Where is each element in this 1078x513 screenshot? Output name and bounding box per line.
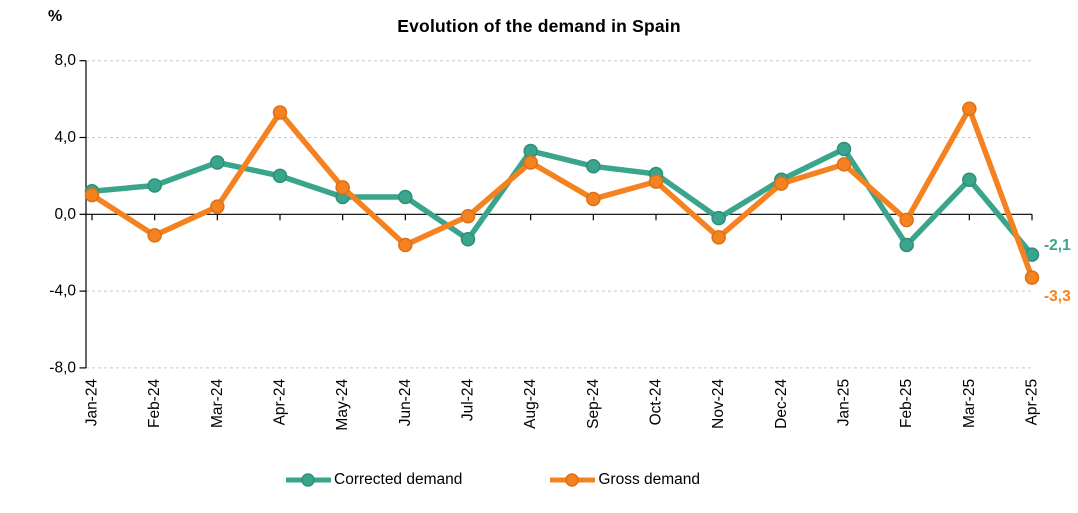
x-tick-label-oct-24: Oct-24: [648, 379, 665, 426]
x-tick-label-mar-24: Mar-24: [209, 379, 226, 428]
x-tick-label-jun-24: Jun-24: [397, 379, 414, 427]
chart-title: Evolution of the demand in Spain: [397, 16, 681, 36]
x-tick-label-apr-25: Apr-25: [1024, 379, 1041, 426]
x-tick-label-nov-24: Nov-24: [710, 379, 727, 429]
x-tick-label-feb-24: Feb-24: [146, 379, 163, 428]
legend-label-corrected-demand: Corrected demand: [334, 471, 463, 488]
gross-demand-point-jun-24: [398, 237, 413, 253]
gross-demand-line: [89, 105, 1035, 281]
y-tick-label-8: 8,0: [54, 52, 76, 69]
y-tick-label--8: -8,0: [49, 359, 76, 376]
gross-demand-end-label: -3,3: [1044, 288, 1071, 305]
corrected-demand-line: [89, 146, 1035, 258]
x-tick-label-jan-25: Jan-25: [836, 379, 853, 426]
gross-demand-point-apr-25: [1024, 270, 1040, 285]
gross-demand-point-jan-25: [836, 157, 852, 172]
y-axis-unit-label: %: [48, 8, 63, 25]
gross-demand-point-dec-24: [774, 176, 789, 191]
demand-line-chart: 8,0 4,0 0,0 -4,0 -8,0 Jan-24 Feb-24 Mar-24 Apr-2…: [49, 52, 1071, 431]
legend-item-corrected-demand: Corrected demand: [286, 471, 462, 489]
gross-demand-point-mar-24: [210, 199, 225, 214]
x-tick-label-aug-24: Aug-24: [522, 379, 539, 429]
corrected-demand-end-label: -2,1: [1044, 237, 1071, 254]
gross-demand-point-feb-25: [899, 212, 914, 228]
gross-demand-point-sep-24: [586, 191, 601, 207]
x-tick-label-apr-24: Apr-24: [272, 379, 289, 426]
gross-demand-point-aug-24: [523, 155, 538, 170]
x-tick-label-jan-24: Jan-24: [84, 379, 101, 427]
x-tick-label-dec-24: Dec-24: [773, 379, 790, 429]
corrected-demand-swatch-icon: [286, 473, 331, 487]
gross-demand-point-jan-24: [84, 187, 100, 203]
corrected-demand-point-feb-25: [899, 237, 914, 253]
x-tick-label-jul-24: Jul-24: [460, 379, 477, 422]
x-tick-label-mar-25: Mar-25: [961, 379, 978, 428]
x-tick-label-sep-24: Sep-24: [585, 379, 602, 429]
gross-demand-swatch-icon: [550, 473, 596, 487]
gross-demand-point-jul-24: [460, 208, 476, 224]
corrected-demand-point-sep-24: [586, 159, 601, 174]
gross-demand-point-oct-24: [648, 174, 664, 189]
gross-demand-point-apr-24: [272, 105, 288, 120]
corrected-demand-point-nov-24: [711, 210, 726, 226]
corrected-demand-point-mar-25: [962, 172, 977, 187]
legend-item-gross-demand: Gross demand: [550, 471, 700, 489]
gross-demand-point-feb-24: [147, 228, 162, 243]
y-tick-label-4: 4,0: [54, 129, 76, 146]
corrected-demand-point-feb-24: [147, 178, 162, 193]
corrected-demand-point-mar-24: [210, 155, 225, 170]
legend-label-gross-demand: Gross demand: [598, 471, 701, 488]
corrected-demand-point-jun-24: [398, 189, 413, 205]
chart-legend: Corrected demand Gross demand: [286, 471, 700, 489]
y-tick-label-0: 0,0: [54, 206, 76, 223]
corrected-demand-point-jan-25: [836, 141, 852, 157]
y-tick-label--4: -4,0: [49, 283, 76, 300]
gross-demand-point-may-24: [335, 180, 350, 195]
corrected-demand-point-apr-24: [272, 168, 288, 184]
x-tick-label-feb-25: Feb-25: [898, 379, 915, 428]
gross-demand-point-mar-25: [962, 101, 977, 116]
corrected-demand-point-jul-24: [460, 232, 476, 247]
gross-demand-point-nov-24: [711, 230, 726, 245]
x-tick-label-may-24: May-24: [334, 379, 351, 431]
